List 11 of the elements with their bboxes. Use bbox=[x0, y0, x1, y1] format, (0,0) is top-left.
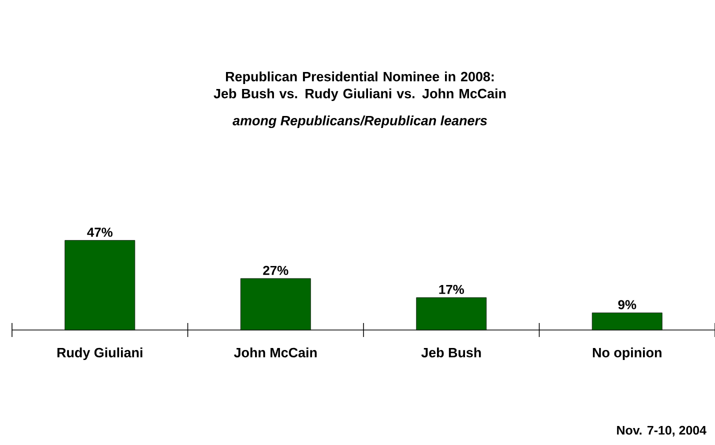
text: Nov. 7-10, 2004 bbox=[617, 426, 706, 436]
x-tick-label: Rudy Giuliani bbox=[57, 348, 142, 360]
data-label: 9% bbox=[618, 300, 636, 310]
x-tick-label: Jeb Bush bbox=[421, 348, 481, 358]
chart-subtitle: among Republicans/Republican leaners bbox=[232, 116, 487, 128]
data-label: 17% bbox=[439, 284, 464, 294]
data-label: 47% bbox=[87, 228, 112, 237]
x-tick-label: No opinion bbox=[592, 348, 662, 360]
chart-title: Republican Presidential Nominee in 2008: Jeb Bush vs. Rudy Giuliani vs. John McCain bbox=[214, 72, 506, 101]
x-tick-label: John McCain bbox=[234, 348, 317, 358]
data-label: 27% bbox=[263, 266, 288, 275]
